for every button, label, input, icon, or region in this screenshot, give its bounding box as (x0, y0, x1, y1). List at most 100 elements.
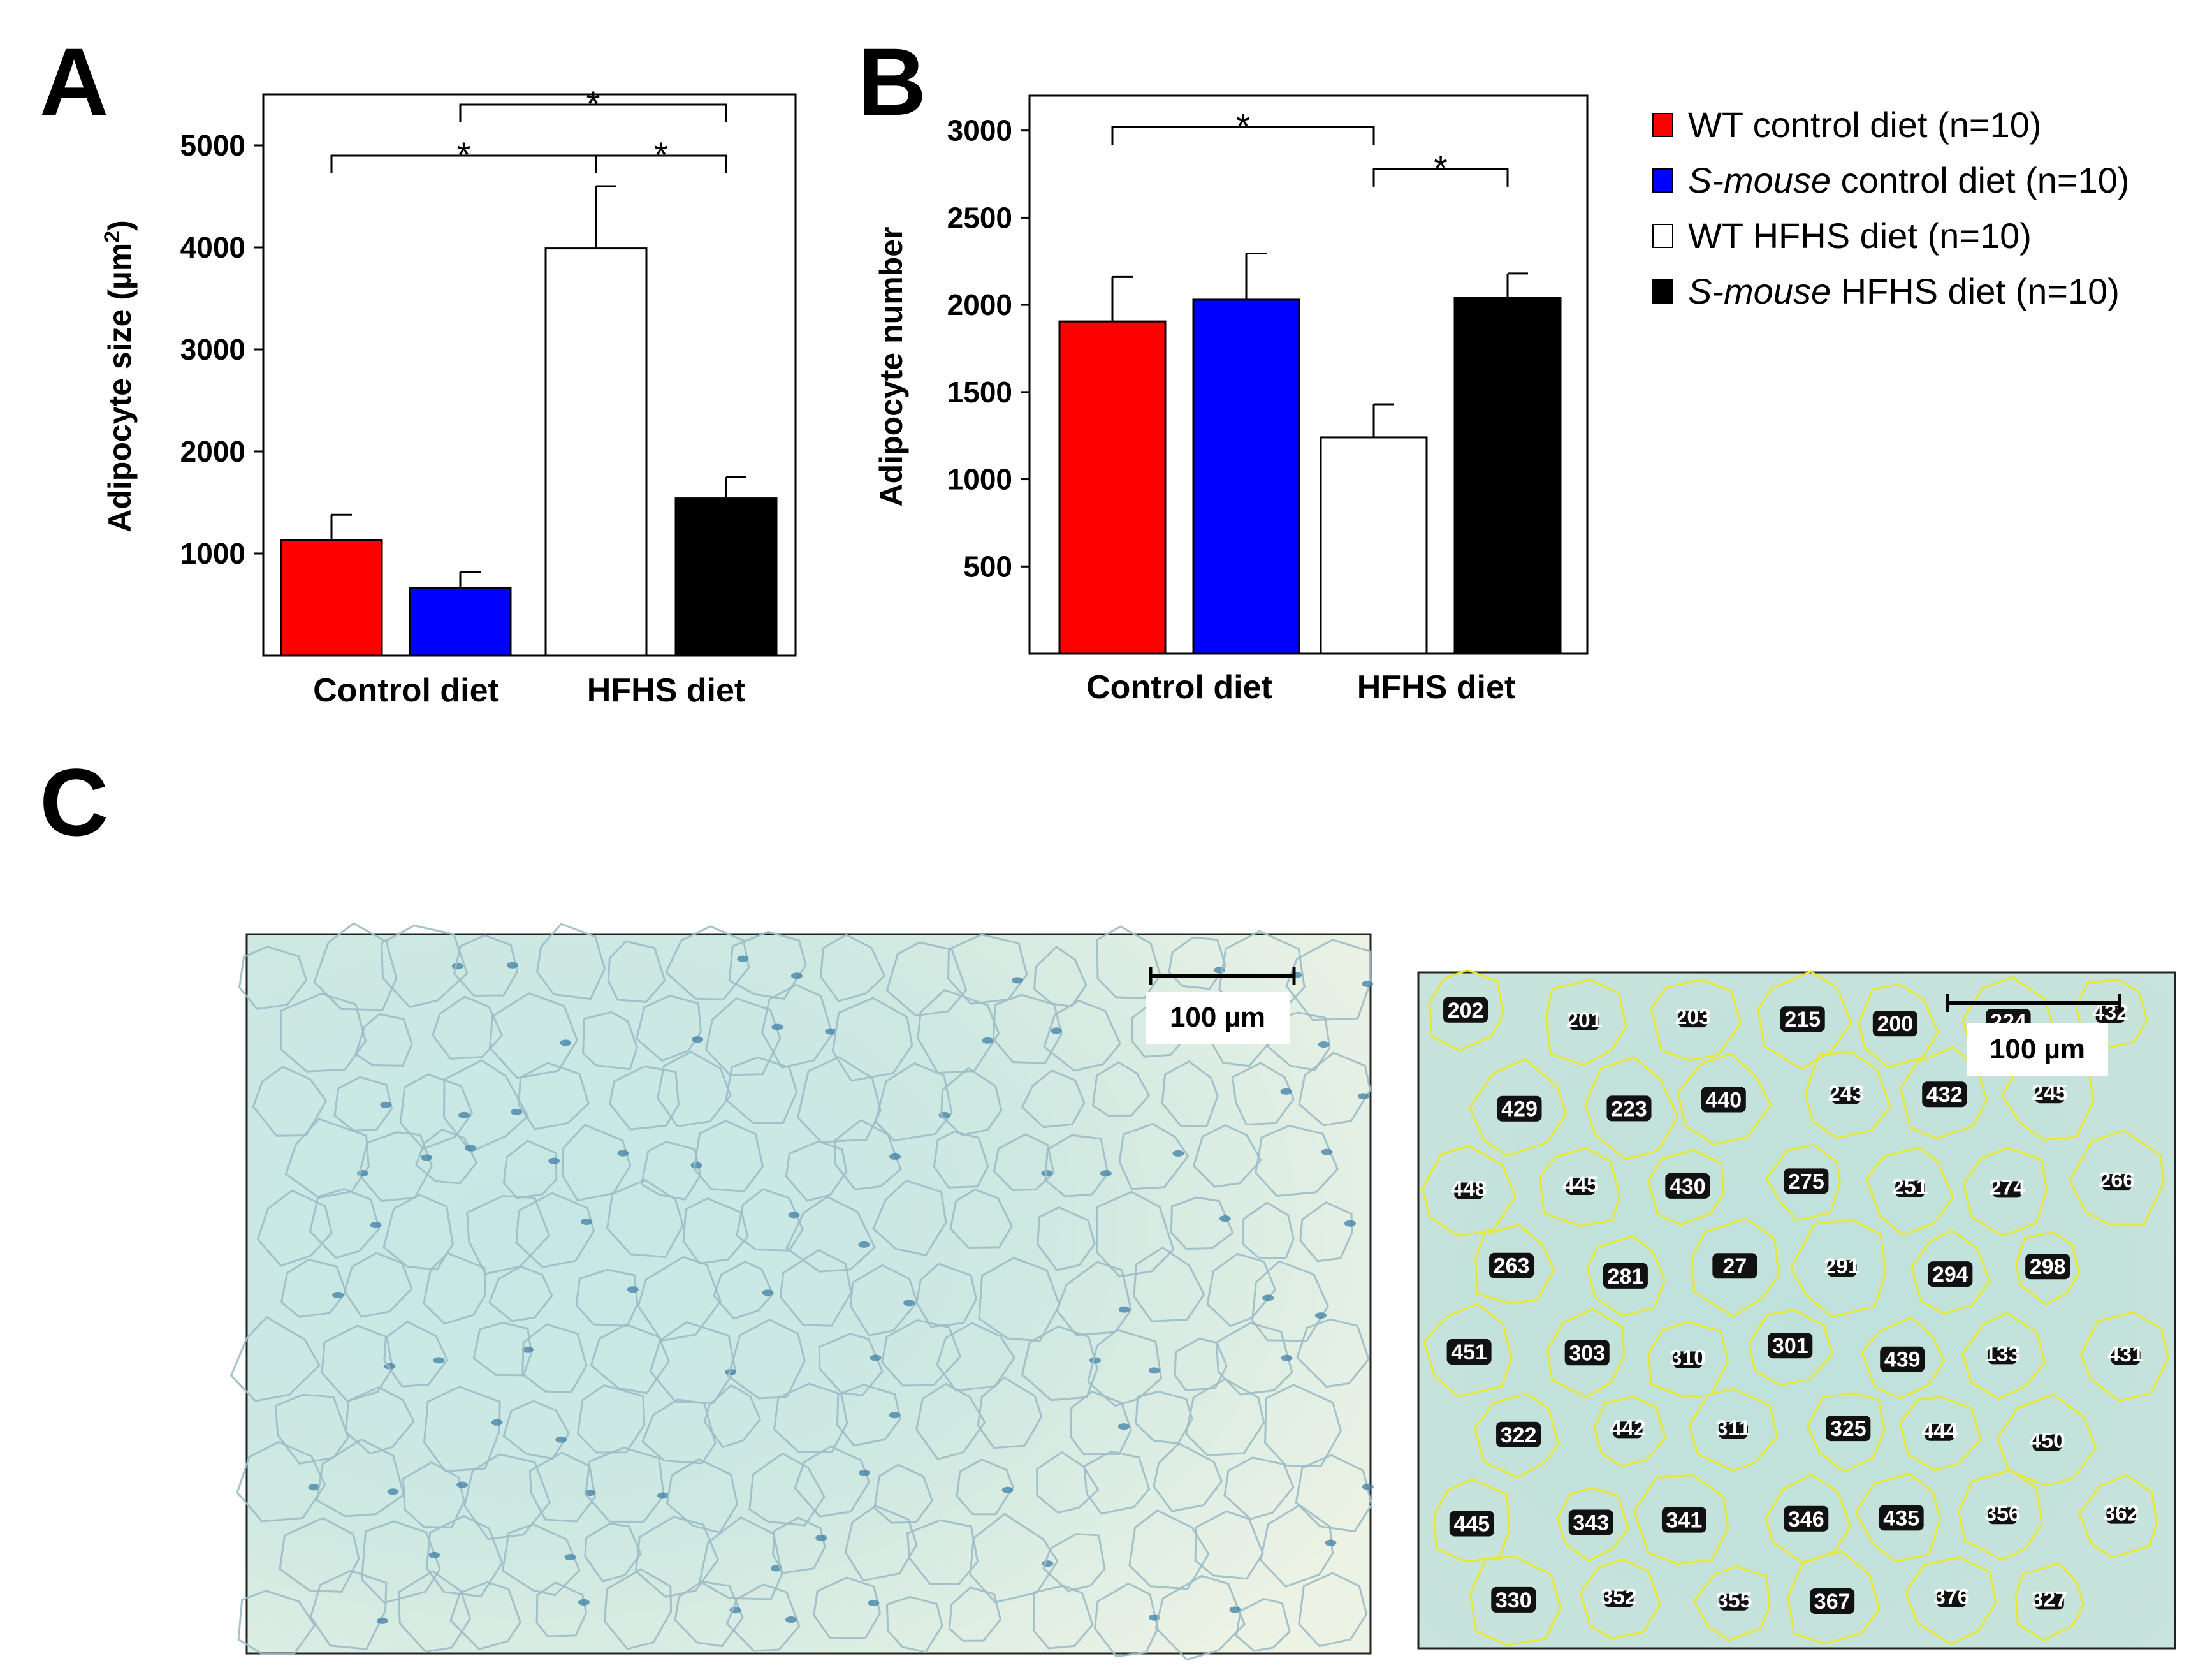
chart-a-ytick-label: 4000 (180, 231, 245, 264)
adipocyte-outline (1118, 1122, 1190, 1190)
cell-label-box (1606, 1095, 1652, 1122)
cell-label: 445 (1453, 1512, 1490, 1537)
adipocyte-outline (1036, 1451, 1100, 1514)
segmentation-outline (2014, 1231, 2081, 1306)
legend-item-smouse-hfhs: S-mouse HFHS diet (n=10) (1652, 271, 2120, 311)
cell-label: 325 (1830, 1417, 1866, 1441)
segmentation-outline (2069, 1129, 2165, 1226)
adipocyte-outline (1032, 1585, 1094, 1650)
adipocyte-outline (969, 1512, 1059, 1604)
adipocyte-outline (885, 941, 968, 1017)
nucleus-mark (370, 1222, 382, 1229)
adipocyte-outline (453, 934, 519, 997)
adipocyte-outline (1192, 1124, 1262, 1188)
chart-b-ytick-label: 2000 (947, 288, 1012, 321)
segmentation-outline (1854, 1472, 1941, 1563)
segmentation-outline (1899, 1396, 1982, 1472)
nucleus-mark (1148, 1367, 1160, 1374)
cell-label-box (1872, 1011, 1917, 1037)
nucleus-mark (1001, 1486, 1014, 1493)
adipocyte-outline (1037, 1206, 1096, 1271)
chart-a-bar (674, 497, 778, 657)
adipocyte-outline (521, 1323, 588, 1394)
adipocyte-outline (666, 1458, 739, 1534)
legend-label-smouse-hfhs: S-mouse HFHS diet (n=10) (1688, 271, 2120, 311)
nucleus-mark (560, 1039, 572, 1046)
adipocyte-outline (488, 992, 578, 1080)
cell-label: 439 (1884, 1348, 1921, 1372)
cell-label-box (2102, 1174, 2132, 1191)
segmentation-outline (1787, 1549, 1881, 1645)
cell-label-box (1719, 1593, 1749, 1611)
cell-label: 133 (1984, 1342, 2021, 1366)
chart-a-bar (409, 587, 512, 657)
adipocyte-outline (423, 1386, 501, 1472)
nucleus-mark (1050, 1027, 1062, 1034)
adipocyte-outline (725, 1583, 801, 1652)
cell-label: 245 (2032, 1081, 2068, 1105)
cell-label-box (1603, 1263, 1648, 1289)
cell-label-box (1718, 1422, 1748, 1439)
chart-a-significance-bracket (459, 103, 727, 122)
segmentation-outline (1473, 1393, 1560, 1479)
segmentation-outline (1804, 1051, 1891, 1139)
adipocyte-outline (606, 1179, 684, 1258)
adipocyte-outline (874, 1062, 953, 1142)
cell-label-box (1937, 1590, 1967, 1607)
chart-b-ytick-label: 1500 (947, 376, 1012, 409)
cell-label: 275 (1788, 1169, 1824, 1194)
nucleus-mark (868, 1599, 880, 1606)
adipocyte-outline (727, 1319, 806, 1400)
cell-label-box (1673, 1351, 1703, 1368)
adipocyte-outline (773, 1382, 848, 1454)
cell-label: 442 (1610, 1416, 1646, 1440)
adipocyte-outline (463, 1453, 551, 1541)
chart-adipocyte-size: Adipocyte size (µm2) 1000 2000 3000 4000 500… (100, 84, 797, 709)
adipocyte-outline (284, 1117, 370, 1199)
cell-label: 429 (1501, 1097, 1538, 1122)
adipocyte-outline (443, 1059, 529, 1153)
adipocyte-outline (949, 1188, 1014, 1249)
nucleus-mark (858, 1469, 870, 1476)
chart-b-bar (1453, 297, 1562, 655)
adipocyte-outline (1044, 1134, 1109, 1197)
chart-b-ytick-label: 2500 (947, 201, 1012, 234)
cell-label: 281 (1608, 1264, 1644, 1289)
adipocyte-outline (584, 1522, 642, 1583)
nucleus-mark (725, 1368, 737, 1375)
adipocyte-outline (274, 1393, 349, 1465)
nucleus-mark (771, 1023, 783, 1030)
adipocyte-outline (354, 1013, 413, 1067)
nucleus-mark (1229, 1606, 1241, 1613)
adipocyte-outline (344, 1386, 415, 1455)
nucleus-mark (785, 1616, 797, 1623)
nucleus-mark (1041, 1169, 1053, 1176)
cell-label-box (1613, 1421, 1643, 1439)
adipocyte-outline (1021, 1069, 1086, 1129)
nucleus-mark (1118, 1306, 1130, 1313)
adipocyte-outline (779, 1249, 852, 1327)
adipocyte-outline (1091, 1061, 1151, 1117)
adipocyte-outline (1264, 1384, 1342, 1467)
nucleus-mark (1172, 1150, 1184, 1157)
segmentation-outline (1858, 983, 1939, 1069)
adipocyte-outline (1235, 1598, 1291, 1652)
scale-label-left: 100 µm (1170, 1002, 1265, 1033)
nucleus-mark (1318, 1041, 1330, 1048)
cell-label-box (1604, 1590, 1634, 1607)
adipocyte-outline (1298, 1051, 1371, 1127)
adipocyte-outline (637, 1256, 722, 1342)
segmentation-outline (1593, 1395, 1666, 1467)
adipocyte-outline (309, 1188, 381, 1259)
adipocyte-outline (402, 1461, 465, 1528)
nucleus-mark (581, 1218, 593, 1225)
segmentation-outline (1579, 1558, 1661, 1639)
segmentation-outline (1546, 1308, 1625, 1398)
nucleus-mark (1362, 1483, 1374, 1490)
cell-label-box (1784, 1168, 1829, 1194)
adipocyte-outline (321, 1324, 394, 1403)
adipocyte-outline (872, 1179, 947, 1257)
adipocyte-outline (703, 1384, 762, 1449)
cell-label: 362 (2103, 1502, 2139, 1526)
adipocyte-outline (1170, 1196, 1234, 1250)
